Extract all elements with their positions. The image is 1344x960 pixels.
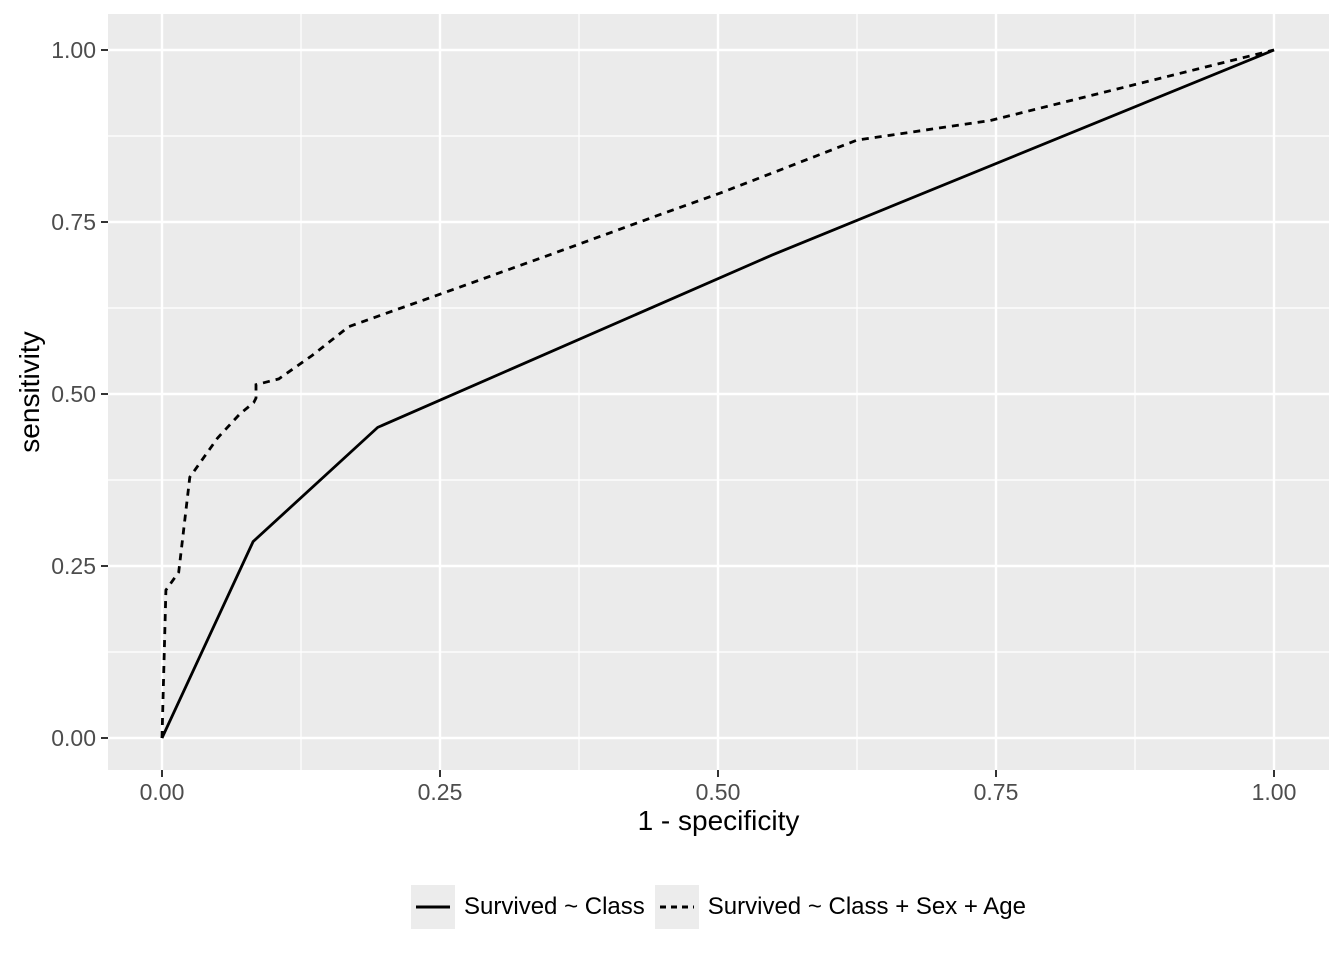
y-tick-label: 0.50 [51,381,96,407]
legend-item-solid: Survived ~ Class [411,885,645,929]
x-tick-label: 0.50 [695,779,741,805]
roc-curve-solid [160,48,1275,739]
legend: Survived ~ Class Survived ~ Class + Sex … [108,882,1329,932]
solid-line-sample-icon [416,905,451,909]
legend-label-solid: Survived ~ Class [464,893,645,920]
x-tick-label: 0.00 [139,779,185,805]
legend-key-dashed [654,885,699,929]
x-tick-label: 0.25 [417,779,463,805]
legend-item-dashed: Survived ~ Class + Sex + Age [654,885,1026,929]
roc-curve-dashed [160,48,1275,739]
y-tick-label: 1.00 [51,37,96,63]
y-axis-title: sensitivity [14,331,45,453]
y-tick-label: 0.75 [51,209,96,235]
x-tick-label: 1.00 [1251,779,1297,805]
x-axis-title: 1 - specificity [637,805,800,836]
y-tick-label: 0.25 [51,553,96,579]
x-tick-label: 0.75 [973,779,1019,805]
legend-label-dashed: Survived ~ Class + Sex + Age [707,893,1026,920]
y-tick-label: 0.00 [51,725,96,751]
dashed-line-sample-icon [659,905,694,909]
legend-key-solid [411,885,456,929]
